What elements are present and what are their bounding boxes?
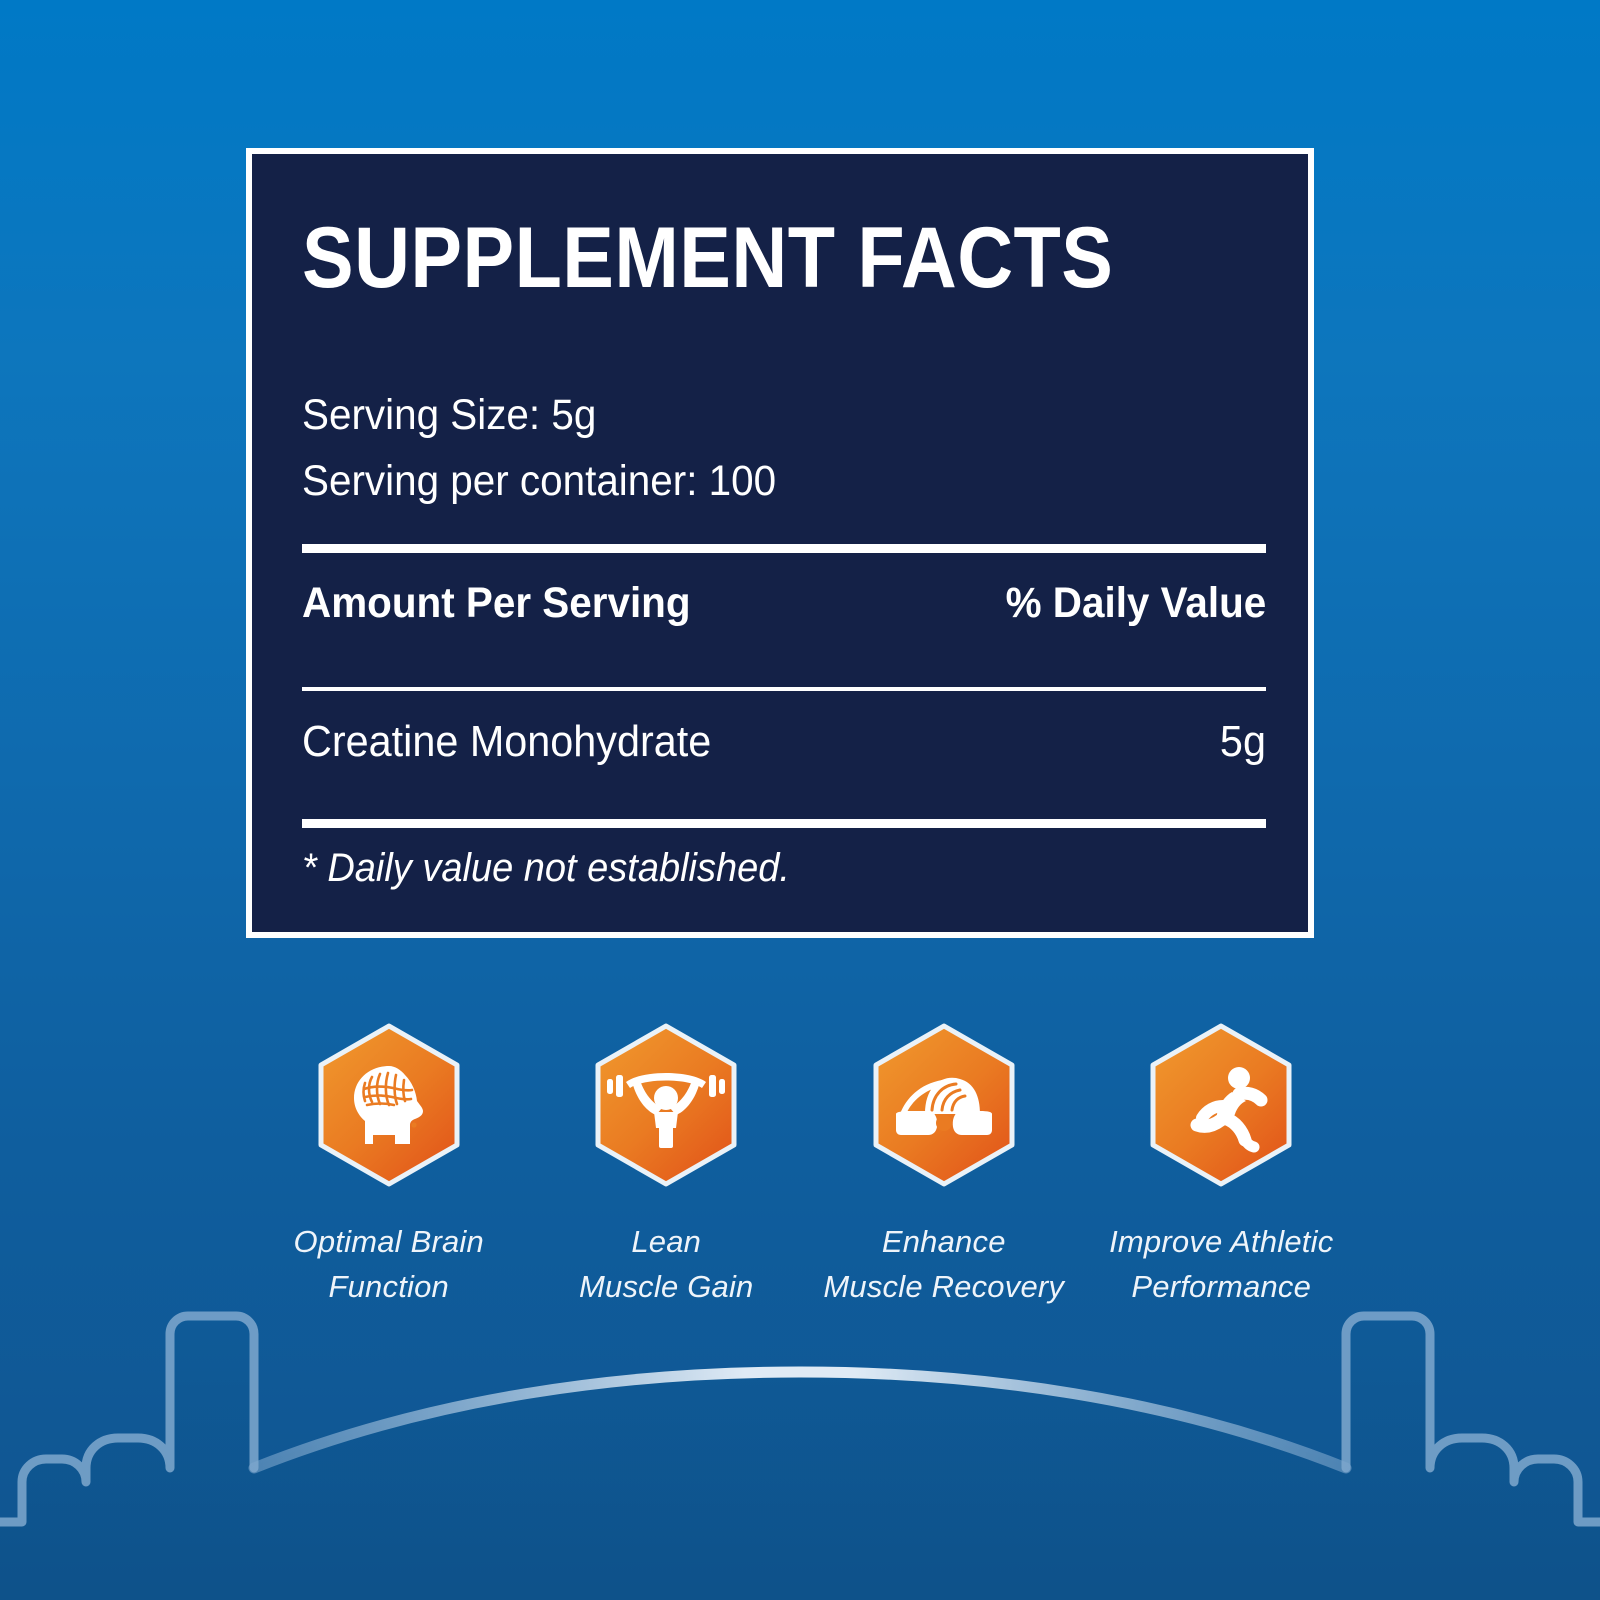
flexed-bicep-icon <box>870 1022 1018 1188</box>
serving-size-text: Serving Size: 5g <box>302 391 597 439</box>
benefit-label: Enhance Muscle Recovery <box>823 1224 1065 1304</box>
table-row: Creatine Monohydrate 5g <box>302 717 1266 767</box>
weightlifter-icon <box>592 1022 740 1188</box>
stadium-silhouette <box>0 1270 1600 1600</box>
brain-head-icon <box>315 1022 463 1188</box>
table-header-row: Amount Per Serving % Daily Value <box>302 579 1266 628</box>
column-header-amount-per-serving: Amount Per Serving <box>302 579 691 627</box>
serving-info: Serving Size: 5g Serving per container: … <box>302 382 776 514</box>
column-header-daily-value: % Daily Value <box>1005 579 1266 627</box>
benefits-row: Optimal Brain Function <box>250 1022 1360 1309</box>
supplement-facts-panel: SUPPLEMENT FACTS Serving Size: 5g Servin… <box>246 148 1314 938</box>
benefit-label: Lean Muscle Gain <box>579 1224 754 1304</box>
divider-bottom-thick <box>302 819 1266 828</box>
benefit-item-lean-muscle-gain: Lean Muscle Gain <box>528 1022 806 1309</box>
benefit-label: Optimal Brain Function <box>293 1224 484 1304</box>
running-person-icon <box>1147 1022 1295 1188</box>
ingredient-amount: 5g <box>1219 717 1266 766</box>
benefit-label: Improve Athletic Performance <box>1109 1224 1334 1304</box>
benefit-item-optimal-brain-function: Optimal Brain Function <box>250 1022 528 1309</box>
ingredient-name: Creatine Monohydrate <box>302 717 712 766</box>
divider-top-thick <box>302 544 1266 553</box>
page-title: SUPPLEMENT FACTS <box>302 210 1114 306</box>
benefit-item-improve-athletic-performance: Improve Athletic Performance <box>1083 1022 1361 1309</box>
footnote-text: * Daily value not established. <box>302 846 790 890</box>
divider-middle-thin <box>302 687 1266 691</box>
benefit-item-enhance-muscle-recovery: Enhance Muscle Recovery <box>805 1022 1083 1309</box>
facts-content: SUPPLEMENT FACTS Serving Size: 5g Servin… <box>302 154 1266 932</box>
servings-per-container-text: Serving per container: 100 <box>302 457 777 505</box>
